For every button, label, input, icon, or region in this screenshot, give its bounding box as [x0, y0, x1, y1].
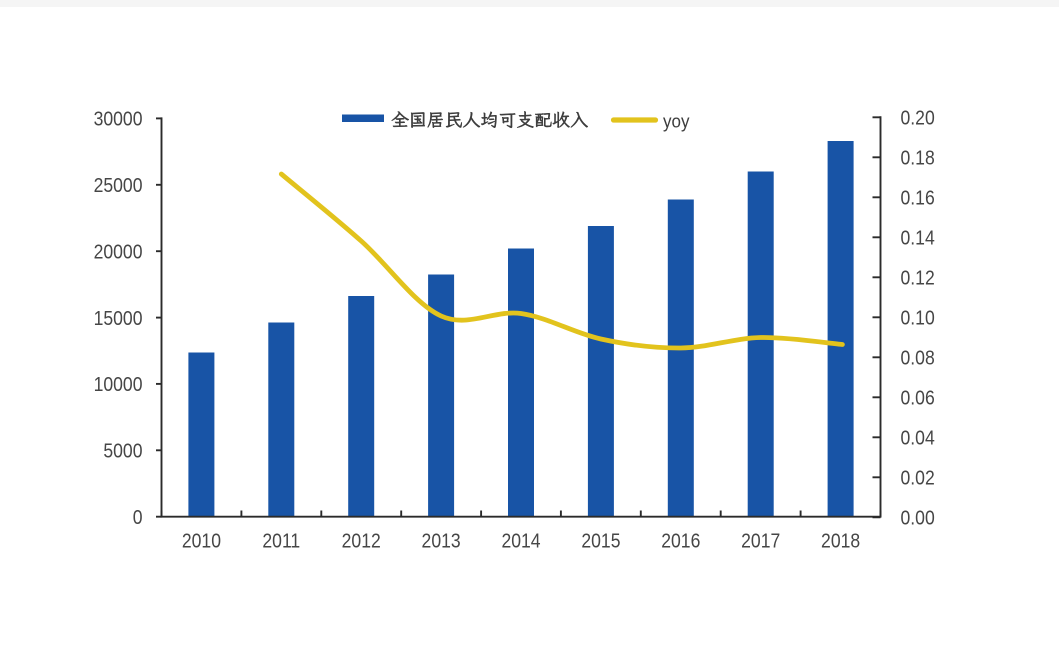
- svg-text:15000: 15000: [94, 307, 143, 329]
- svg-text:2013: 2013: [422, 530, 461, 552]
- svg-text:30000: 30000: [94, 108, 143, 130]
- svg-text:0.06: 0.06: [901, 386, 935, 408]
- svg-text:2010: 2010: [182, 530, 221, 552]
- svg-text:0.04: 0.04: [901, 426, 935, 448]
- svg-text:0.00: 0.00: [901, 506, 935, 528]
- svg-text:2017: 2017: [741, 530, 780, 552]
- svg-text:0.20: 0.20: [901, 106, 935, 128]
- svg-text:0.14: 0.14: [901, 226, 935, 248]
- svg-text:0.02: 0.02: [901, 466, 935, 488]
- svg-text:20000: 20000: [94, 240, 143, 262]
- svg-text:0.10: 0.10: [901, 306, 935, 328]
- svg-text:2016: 2016: [661, 530, 700, 552]
- svg-text:0.16: 0.16: [901, 186, 935, 208]
- svg-text:10000: 10000: [94, 373, 143, 395]
- svg-text:2011: 2011: [262, 530, 300, 552]
- svg-text:2015: 2015: [581, 530, 620, 552]
- svg-text:2018: 2018: [821, 530, 860, 552]
- svg-text:2012: 2012: [342, 530, 381, 552]
- svg-text:0: 0: [133, 506, 143, 528]
- svg-text:yoy: yoy: [663, 111, 690, 132]
- svg-text:0.12: 0.12: [901, 266, 935, 288]
- svg-text:5000: 5000: [103, 439, 142, 461]
- svg-text:0.08: 0.08: [901, 346, 935, 368]
- svg-text:2014: 2014: [501, 530, 540, 552]
- svg-text:25000: 25000: [94, 174, 143, 196]
- svg-text:0.18: 0.18: [901, 146, 935, 168]
